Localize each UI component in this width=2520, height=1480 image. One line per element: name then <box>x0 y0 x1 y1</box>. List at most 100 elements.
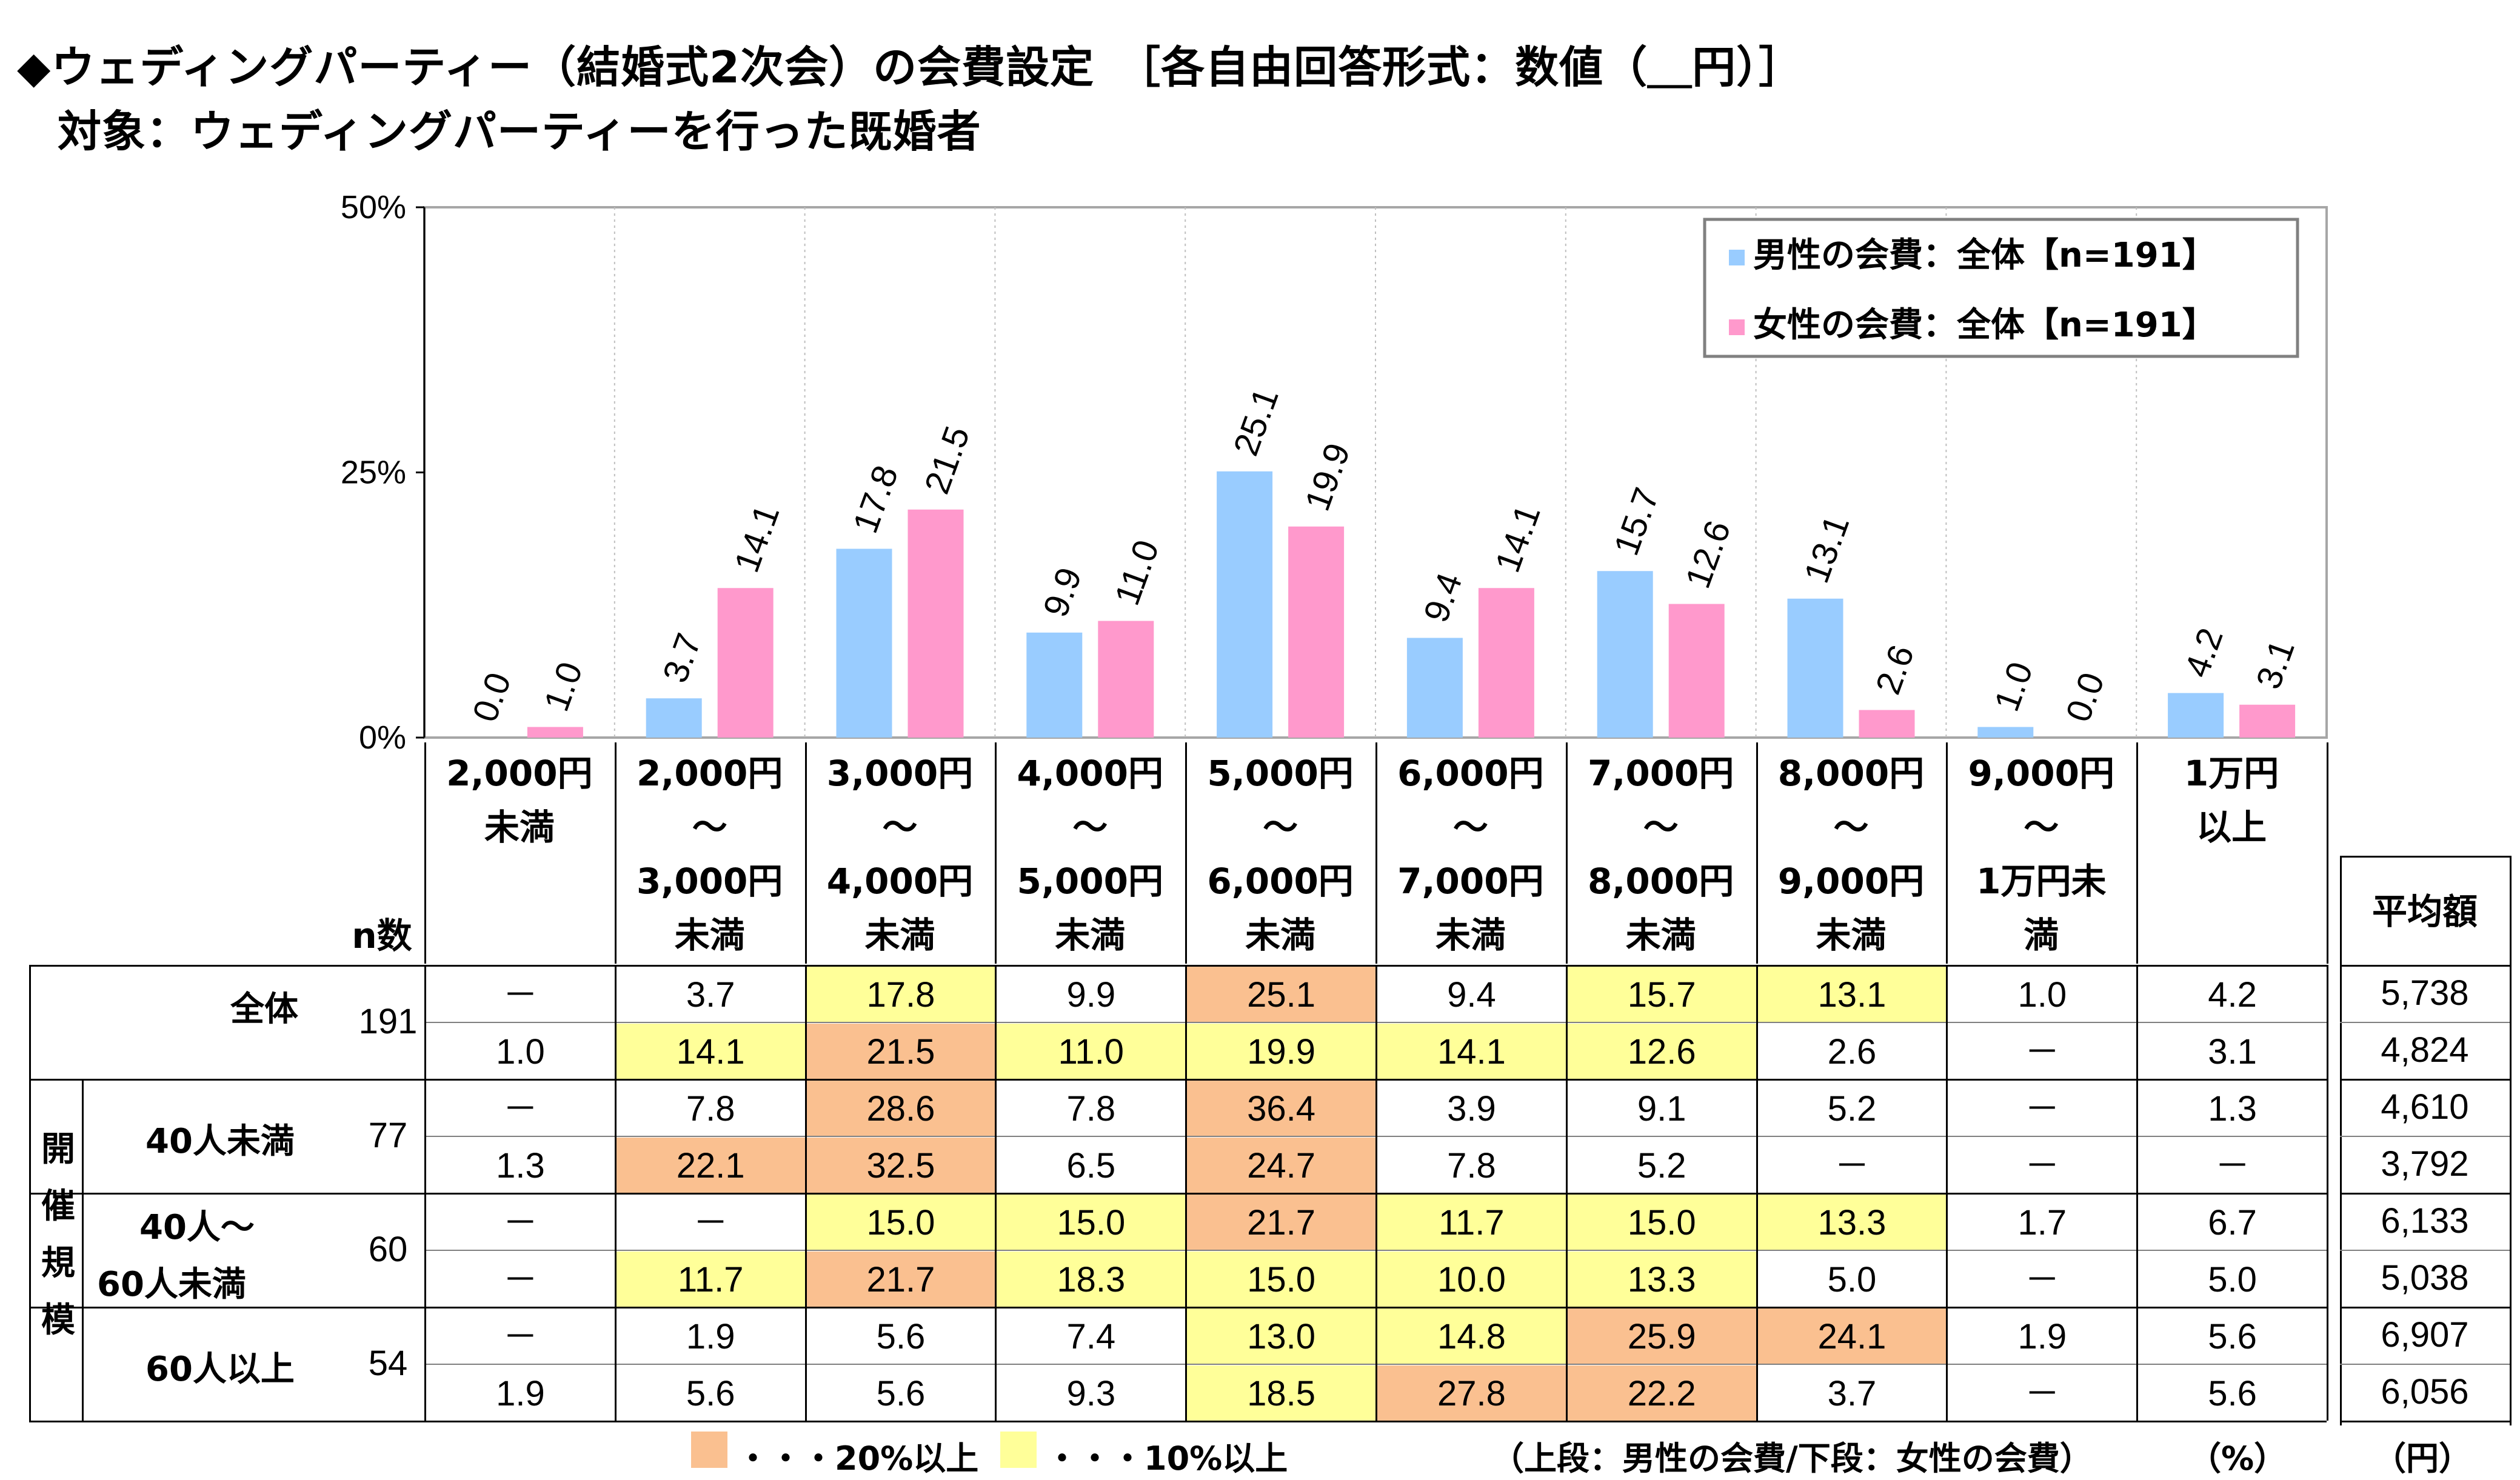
data-label: 14.1 <box>1488 499 1548 577</box>
table-cell: 13.0 <box>1187 1308 1375 1364</box>
data-label: 17.8 <box>846 461 906 538</box>
column-divider <box>1185 742 1188 964</box>
avg-value: 4,610 <box>2381 1087 2469 1127</box>
row-inner-line <box>2340 1364 2510 1365</box>
row-label: 40人～ <box>139 1208 255 1247</box>
table-cell: － <box>2024 1032 2060 1072</box>
column-divider <box>1946 1079 1948 1193</box>
table-cell: － <box>2024 1146 2060 1185</box>
y-tick-label: 0% <box>359 719 406 752</box>
column-divider <box>1756 742 1758 964</box>
column-divider <box>1946 742 1948 964</box>
bar-female <box>717 588 774 738</box>
bar-female <box>907 509 964 738</box>
table-cell: 9.9 <box>1066 975 1116 1015</box>
data-label: 9.4 <box>1416 568 1470 627</box>
table-cell: 18.3 <box>997 1252 1186 1307</box>
avg-border-left <box>2340 856 2342 1425</box>
table-cell: 24.7 <box>1187 1138 1375 1193</box>
table-cell: 14.1 <box>616 1024 805 1079</box>
data-label: 11.0 <box>1107 535 1166 610</box>
legend-swatch <box>1729 250 1745 265</box>
table-left-border <box>29 965 31 1421</box>
table-cell: 1.9 <box>2017 1317 2067 1356</box>
legend-swatch-10 <box>1000 1432 1037 1468</box>
row-inner-line <box>2340 1136 2510 1137</box>
n-header: n数 <box>352 915 412 956</box>
column-header: 1万円 以上 <box>2184 753 2279 848</box>
avg-value: 6,133 <box>2381 1201 2469 1241</box>
bar-chart: 0% 25% 50% 0.0 3.7 17.8 9.9 25.1 9.4 15.7 13.1 1.0 4… <box>341 189 2328 752</box>
column-divider <box>2136 1193 2139 1307</box>
column-header: 8,000円 ～ 9,000円 未満 <box>1777 753 1925 956</box>
column-divider <box>1185 1079 1188 1193</box>
table-cell: 5.6 <box>876 1317 926 1356</box>
table-cell: － <box>503 1089 538 1128</box>
bar-male <box>1217 471 1273 738</box>
legend-swatch-20 <box>691 1432 727 1468</box>
n-value: 54 <box>368 1344 408 1383</box>
data-label: 12.6 <box>1678 516 1739 593</box>
unit-yen: （円） <box>2373 1439 2472 1478</box>
chart-title: ◆ウェディングパーティー（結婚式2次会）の会費設定 ［各自由回答形式：数値（＿円… <box>17 42 1803 93</box>
table-cell: 3.1 <box>2208 1032 2257 1072</box>
unit-percent: （%） <box>2188 1439 2287 1478</box>
table-cell: 21.7 <box>1187 1195 1375 1250</box>
column-divider <box>424 1193 426 1307</box>
bar-female <box>1668 604 1725 738</box>
column-divider <box>2136 742 2139 964</box>
table-cell: 27.8 <box>1377 1365 1566 1421</box>
column-divider <box>1946 1193 1948 1307</box>
row-group-line <box>29 1079 2327 1081</box>
table-cell: 11.0 <box>997 1024 1186 1079</box>
bar-female <box>1859 710 1915 738</box>
table-cell: 1.3 <box>2208 1089 2257 1128</box>
column-divider <box>1185 1193 1188 1307</box>
table-cell: 5.2 <box>1827 1089 1877 1128</box>
table-cell: 5.6 <box>2208 1374 2257 1413</box>
row-group-line <box>29 1307 2327 1308</box>
data-label: 19.9 <box>1297 438 1358 516</box>
table-cell: 19.9 <box>1187 1024 1375 1079</box>
n-value: 77 <box>368 1116 408 1155</box>
row-group-line <box>2340 1307 2510 1308</box>
data-label: 15.7 <box>1606 482 1667 560</box>
bar-male <box>1406 638 1463 738</box>
table-cell: 1.7 <box>2017 1203 2067 1242</box>
bar-female <box>1288 526 1345 738</box>
column-divider <box>1565 965 1568 1079</box>
column-divider <box>1565 1079 1568 1193</box>
n-value: 191 <box>358 1002 418 1041</box>
table-cell: 15.0 <box>1187 1252 1375 1307</box>
column-divider <box>1375 1193 1377 1307</box>
column-divider <box>1565 742 1568 964</box>
column-divider <box>995 1193 997 1307</box>
avg-value: 4,824 <box>2381 1030 2469 1070</box>
column-divider <box>2327 1307 2328 1421</box>
table-cell: 28.6 <box>806 1081 995 1136</box>
table-cell: － <box>2024 1089 2060 1128</box>
bar-male <box>1787 598 1843 738</box>
row-inner-line <box>2340 1022 2510 1023</box>
row-label: 40人未満 <box>145 1122 295 1161</box>
table-cell: 11.7 <box>616 1252 805 1307</box>
table-cell: 18.5 <box>1187 1365 1375 1421</box>
avg-border-right <box>2510 856 2512 1425</box>
table-cell: 7.8 <box>1066 1089 1116 1128</box>
data-label: 9.9 <box>1035 562 1089 622</box>
table-cell: 32.5 <box>806 1138 995 1193</box>
column-divider <box>1565 1307 1568 1421</box>
table-cell: 15.0 <box>997 1195 1186 1250</box>
table-cell: 5.0 <box>1827 1260 1877 1299</box>
table-cell: 2.6 <box>1827 1032 1877 1072</box>
table-cell: 12.6 <box>1567 1024 1756 1079</box>
table-cell: － <box>503 975 538 1015</box>
table-cell: 5.6 <box>876 1374 926 1413</box>
data-label: 21.5 <box>917 421 978 499</box>
column-divider <box>424 965 426 1079</box>
table-cell: 5.6 <box>686 1374 735 1413</box>
data-label: 1.0 <box>536 657 590 716</box>
bar-male <box>1026 632 1083 738</box>
table-cell: 21.7 <box>806 1252 995 1307</box>
column-divider <box>1375 965 1377 1079</box>
